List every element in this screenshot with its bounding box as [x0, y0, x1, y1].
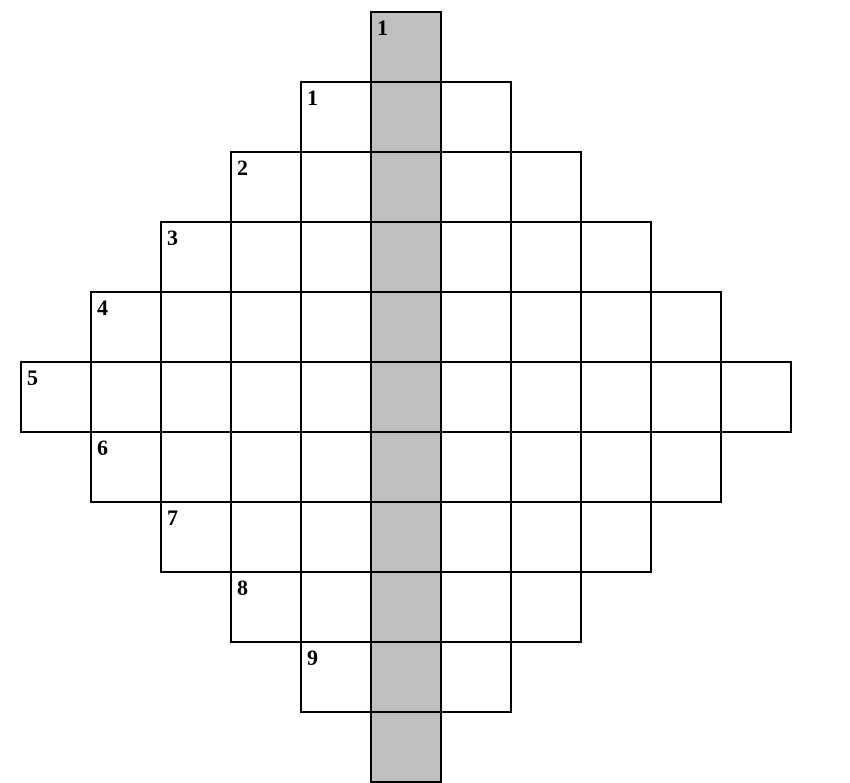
grid-cell: [300, 501, 372, 573]
grid-cell: [510, 361, 582, 433]
grid-cell: [300, 361, 372, 433]
grid-cell: [160, 361, 232, 433]
clue-number: 1: [377, 15, 388, 41]
grid-cell: [580, 291, 652, 363]
grid-cell: [230, 501, 302, 573]
grid-cell: [230, 431, 302, 503]
grid-cell: [300, 431, 372, 503]
grid-cell: [510, 151, 582, 223]
grid-cell: [650, 291, 722, 363]
grid-cell: [580, 221, 652, 293]
grid-cell: 5: [20, 361, 92, 433]
grid-cell: [720, 361, 792, 433]
grid-cell: [650, 431, 722, 503]
clue-number: 1: [307, 85, 318, 111]
grid-cell: [440, 361, 512, 433]
grid-cell: [440, 641, 512, 713]
grid-cell: 7: [160, 501, 232, 573]
grid-cell: [160, 431, 232, 503]
grid-cell: [440, 571, 512, 643]
grid-cell: [230, 291, 302, 363]
grid-cell: [230, 221, 302, 293]
grid-cell: [440, 291, 512, 363]
grid-cell: [300, 571, 372, 643]
grid-cell: [90, 361, 162, 433]
grid-cell: 1: [370, 11, 442, 83]
grid-cell: [650, 361, 722, 433]
grid-cell: [440, 431, 512, 503]
grid-cell: 9: [300, 641, 372, 713]
grid-cell: 1: [300, 81, 372, 153]
grid-cell: [370, 81, 442, 153]
grid-cell: [370, 501, 442, 573]
grid-cell: 2: [230, 151, 302, 223]
grid-cell: [510, 501, 582, 573]
grid-cell: [300, 151, 372, 223]
grid-cell: [370, 431, 442, 503]
grid-cell: [230, 361, 302, 433]
clue-number: 2: [237, 155, 248, 181]
grid-cell: 3: [160, 221, 232, 293]
grid-cell: [370, 571, 442, 643]
clue-number: 3: [167, 225, 178, 251]
clue-number: 9: [307, 645, 318, 671]
grid-cell: [440, 501, 512, 573]
clue-number: 8: [237, 575, 248, 601]
grid-cell: 6: [90, 431, 162, 503]
grid-cell: [300, 291, 372, 363]
grid-cell: [370, 291, 442, 363]
grid-cell: [370, 151, 442, 223]
grid-cell: [440, 81, 512, 153]
grid-cell: [510, 221, 582, 293]
grid-cell: [580, 501, 652, 573]
grid-cell: [370, 221, 442, 293]
grid-cell: [370, 361, 442, 433]
grid-cell: [580, 361, 652, 433]
clue-number: 7: [167, 505, 178, 531]
grid-cell: [300, 221, 372, 293]
grid-cell: [370, 711, 442, 783]
clue-number: 5: [27, 365, 38, 391]
grid-cell: [160, 291, 232, 363]
clue-number: 6: [97, 435, 108, 461]
clue-number: 4: [97, 295, 108, 321]
grid-cell: 4: [90, 291, 162, 363]
grid-cell: [580, 431, 652, 503]
grid-cell: [510, 431, 582, 503]
grid-cell: [440, 221, 512, 293]
grid-cell: [510, 571, 582, 643]
grid-cell: 8: [230, 571, 302, 643]
grid-cell: [510, 291, 582, 363]
grid-cell: [440, 151, 512, 223]
grid-cell: [370, 641, 442, 713]
